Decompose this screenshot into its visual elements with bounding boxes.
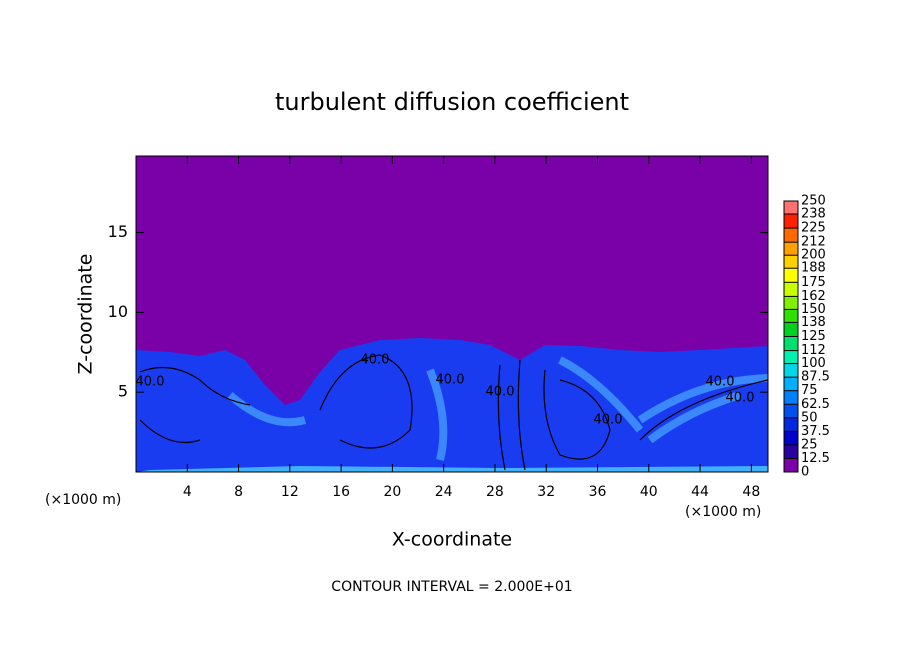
colorbar-label: 188 xyxy=(801,261,826,276)
colorbar-label: 125 xyxy=(801,329,826,344)
colorbar-label: 37.5 xyxy=(801,424,830,439)
colorbar-swatch xyxy=(784,444,798,459)
x-tick-label: 16 xyxy=(332,484,350,500)
colorbar-label: 0 xyxy=(801,465,809,480)
x-tick-label: 20 xyxy=(383,484,401,500)
colorbar-swatch xyxy=(784,350,798,364)
colorbar-label: 162 xyxy=(801,289,826,304)
colorbar-label: 200 xyxy=(801,248,826,263)
contour-label: 40.0 xyxy=(706,375,735,390)
field xyxy=(136,156,769,472)
contour-line xyxy=(139,354,769,471)
colorbar-swatch xyxy=(784,242,798,256)
x-tick-label: 8 xyxy=(234,484,243,500)
x-tick-label: 4 xyxy=(183,484,192,500)
x-tick-label: 36 xyxy=(589,484,607,500)
colorbar-label: 238 xyxy=(801,207,826,222)
x-unit: (×1000 m) xyxy=(685,504,761,520)
colorbar-label: 175 xyxy=(801,275,826,290)
colorbar-swatch xyxy=(784,268,798,283)
y-tick-label: 5 xyxy=(118,382,128,401)
y-axis-label: Z-coordinate xyxy=(75,254,97,375)
colorbar-swatch xyxy=(784,363,798,378)
x-tick-label: 44 xyxy=(691,484,709,500)
colorbar-label: 50 xyxy=(801,410,818,425)
contour-label: 40.0 xyxy=(361,353,390,368)
colorbar-label: 212 xyxy=(801,235,826,250)
chart-title: turbulent diffusion coefficient xyxy=(275,88,629,116)
colorbar-label: 112 xyxy=(801,343,826,358)
colorbar-label: 25 xyxy=(801,437,818,452)
y-tick-label: 10 xyxy=(108,302,128,321)
colorbar-label: 138 xyxy=(801,315,826,330)
colorbar-swatch xyxy=(784,431,798,445)
colorbar-swatch xyxy=(784,309,798,323)
contour-label: 40.0 xyxy=(594,413,623,428)
colorbar-label: 87.5 xyxy=(801,370,830,385)
x-unit: (×1000 m) xyxy=(45,492,121,508)
x-tick-label: 40 xyxy=(640,484,658,500)
colorbar-label: 250 xyxy=(801,194,826,209)
colorbar-swatch xyxy=(784,377,798,391)
colorbar-swatch xyxy=(784,322,798,337)
contour-label: 40.0 xyxy=(726,391,755,406)
colorbar-swatch xyxy=(784,282,798,297)
colorbar-label: 12.5 xyxy=(801,451,830,466)
colorbar-swatch xyxy=(784,296,798,310)
colorbar-swatch xyxy=(784,404,798,418)
x-tick-label: 24 xyxy=(435,484,453,500)
surface-layer xyxy=(136,466,768,472)
colorbar-swatch xyxy=(784,336,798,351)
contour-label: 40.0 xyxy=(136,375,165,390)
y-tick-label: 15 xyxy=(108,222,128,241)
colorbar-swatch xyxy=(784,201,798,215)
plot-frame xyxy=(135,155,769,473)
x-tick-label: 48 xyxy=(742,484,760,500)
colorbar-swatch xyxy=(784,417,798,432)
colorbar-label: 150 xyxy=(801,302,826,317)
filament xyxy=(227,356,769,461)
colorbar-label: 100 xyxy=(801,356,826,371)
colorbar-swatch xyxy=(784,255,798,269)
x-tick-label: 32 xyxy=(537,484,555,500)
colorbar-swatch xyxy=(784,228,798,243)
turbulent-region xyxy=(136,338,768,472)
colorbar-label: 62.5 xyxy=(801,397,830,412)
colorbar-label: 225 xyxy=(801,221,826,236)
x-tick-label: 28 xyxy=(486,484,504,500)
contour-label: 40.0 xyxy=(486,385,515,400)
x-axis-label: X-coordinate xyxy=(392,529,512,551)
colorbar-swatch xyxy=(784,458,798,472)
colorbar-swatch xyxy=(784,390,798,405)
footer-note: CONTOUR INTERVAL = 2.000E+01 xyxy=(331,579,572,595)
contour-label: 40.0 xyxy=(436,373,465,388)
x-tick-label: 12 xyxy=(281,484,299,500)
colorbar-label: 75 xyxy=(801,383,818,398)
colorbar-swatch xyxy=(784,214,798,229)
